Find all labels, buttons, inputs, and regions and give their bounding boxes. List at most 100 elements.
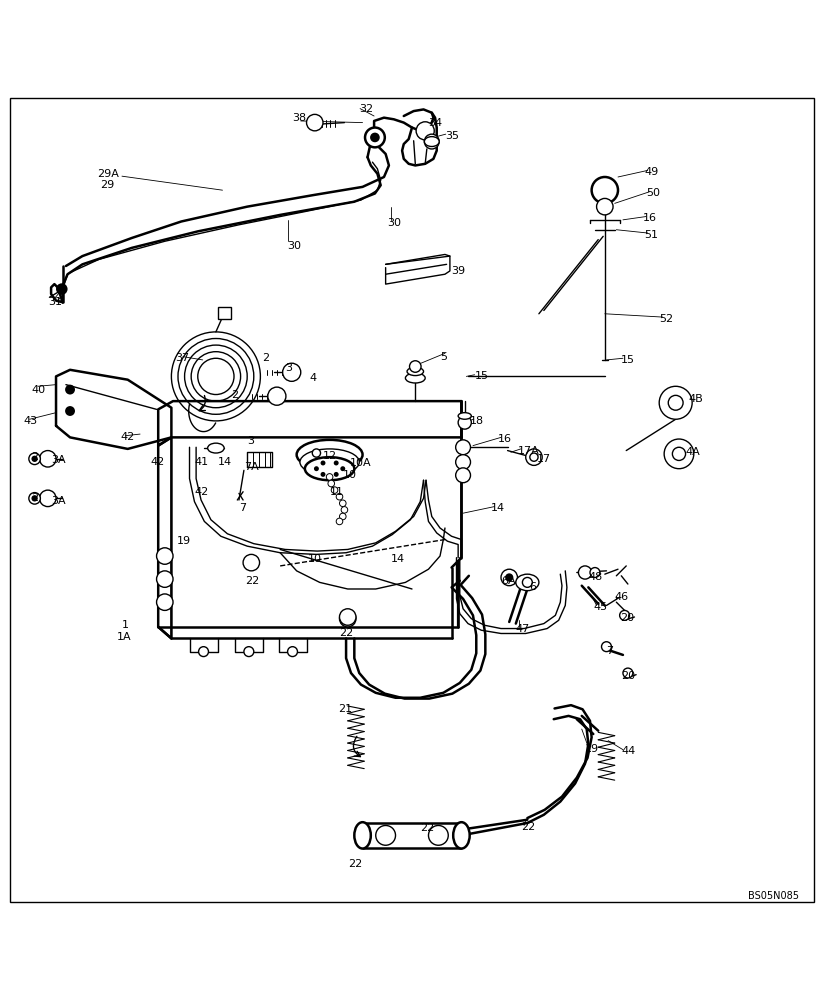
- Circle shape: [428, 825, 448, 845]
- Text: 3: 3: [247, 436, 254, 446]
- Text: 44: 44: [621, 746, 635, 756]
- Circle shape: [283, 363, 301, 381]
- Circle shape: [339, 609, 356, 625]
- Text: 10A: 10A: [349, 458, 371, 468]
- Circle shape: [410, 361, 421, 372]
- Circle shape: [56, 283, 68, 295]
- Circle shape: [326, 474, 333, 480]
- Text: 20: 20: [620, 613, 634, 623]
- Circle shape: [199, 647, 208, 657]
- Circle shape: [268, 387, 286, 405]
- Text: 22: 22: [420, 823, 434, 833]
- Circle shape: [321, 461, 325, 465]
- Circle shape: [244, 647, 254, 657]
- Circle shape: [334, 461, 339, 465]
- Circle shape: [40, 451, 56, 467]
- Circle shape: [668, 395, 683, 410]
- Circle shape: [32, 456, 37, 461]
- Text: 49: 49: [644, 167, 658, 177]
- Text: 18: 18: [470, 416, 484, 426]
- Text: 6A: 6A: [501, 576, 516, 586]
- Circle shape: [157, 571, 173, 587]
- Ellipse shape: [516, 574, 539, 591]
- Circle shape: [40, 490, 56, 507]
- Circle shape: [314, 466, 319, 471]
- Text: 37: 37: [175, 353, 189, 363]
- Circle shape: [501, 569, 517, 586]
- Ellipse shape: [405, 373, 425, 383]
- Text: 17A: 17A: [517, 446, 539, 456]
- Circle shape: [578, 566, 592, 579]
- Circle shape: [597, 198, 613, 215]
- Ellipse shape: [208, 443, 224, 453]
- Text: 30: 30: [287, 241, 301, 251]
- Text: 46: 46: [615, 592, 629, 602]
- Text: 3: 3: [285, 363, 292, 373]
- Text: 22: 22: [246, 576, 260, 586]
- Text: 42: 42: [150, 457, 164, 467]
- Circle shape: [157, 548, 173, 564]
- Text: 14: 14: [391, 554, 405, 564]
- FancyBboxPatch shape: [218, 307, 231, 319]
- Ellipse shape: [453, 822, 470, 849]
- Text: 45: 45: [593, 602, 607, 612]
- Text: 7: 7: [239, 503, 246, 513]
- Text: 15: 15: [475, 371, 489, 381]
- Text: 22: 22: [339, 628, 353, 638]
- Circle shape: [328, 480, 335, 487]
- Text: 32: 32: [359, 104, 373, 114]
- Ellipse shape: [305, 457, 354, 480]
- Text: 15: 15: [621, 355, 635, 365]
- Circle shape: [29, 453, 40, 465]
- Circle shape: [339, 513, 346, 520]
- Text: 50: 50: [646, 188, 660, 198]
- Ellipse shape: [297, 440, 363, 470]
- Circle shape: [340, 466, 345, 471]
- Text: 21: 21: [338, 704, 352, 714]
- Text: 10: 10: [308, 554, 322, 564]
- Circle shape: [29, 493, 40, 504]
- Circle shape: [505, 573, 513, 582]
- Ellipse shape: [407, 367, 424, 376]
- Text: 35: 35: [445, 131, 459, 141]
- Text: 30: 30: [387, 218, 401, 228]
- Circle shape: [331, 487, 338, 493]
- Text: 5: 5: [440, 352, 447, 362]
- Text: 7: 7: [606, 646, 614, 656]
- Circle shape: [334, 472, 339, 477]
- Text: 29: 29: [101, 180, 115, 190]
- Text: 14: 14: [491, 503, 505, 513]
- Circle shape: [623, 668, 633, 678]
- Circle shape: [376, 825, 396, 845]
- Circle shape: [336, 493, 343, 500]
- Ellipse shape: [458, 413, 471, 419]
- Circle shape: [65, 385, 75, 395]
- Text: 20: 20: [621, 671, 635, 681]
- Text: 41: 41: [194, 457, 208, 467]
- Circle shape: [456, 455, 471, 470]
- Circle shape: [371, 133, 379, 142]
- Text: 12: 12: [323, 451, 337, 461]
- Text: 39: 39: [452, 266, 466, 276]
- Circle shape: [526, 449, 542, 465]
- Text: 4: 4: [309, 373, 316, 383]
- Text: 16: 16: [643, 213, 657, 223]
- Circle shape: [321, 472, 325, 477]
- Circle shape: [620, 610, 630, 620]
- Text: 42: 42: [120, 432, 134, 442]
- Circle shape: [243, 554, 260, 571]
- Text: 19: 19: [176, 536, 190, 546]
- Circle shape: [65, 406, 75, 416]
- Circle shape: [336, 518, 343, 525]
- Text: 47: 47: [516, 624, 530, 634]
- Circle shape: [32, 496, 37, 501]
- Circle shape: [672, 447, 686, 460]
- Text: 11: 11: [330, 487, 344, 497]
- Text: 29A: 29A: [97, 169, 119, 179]
- Circle shape: [530, 453, 538, 461]
- Text: 43: 43: [23, 416, 37, 426]
- Text: 2: 2: [262, 353, 269, 363]
- Circle shape: [416, 122, 434, 140]
- Text: 42: 42: [194, 487, 208, 497]
- Circle shape: [339, 500, 346, 507]
